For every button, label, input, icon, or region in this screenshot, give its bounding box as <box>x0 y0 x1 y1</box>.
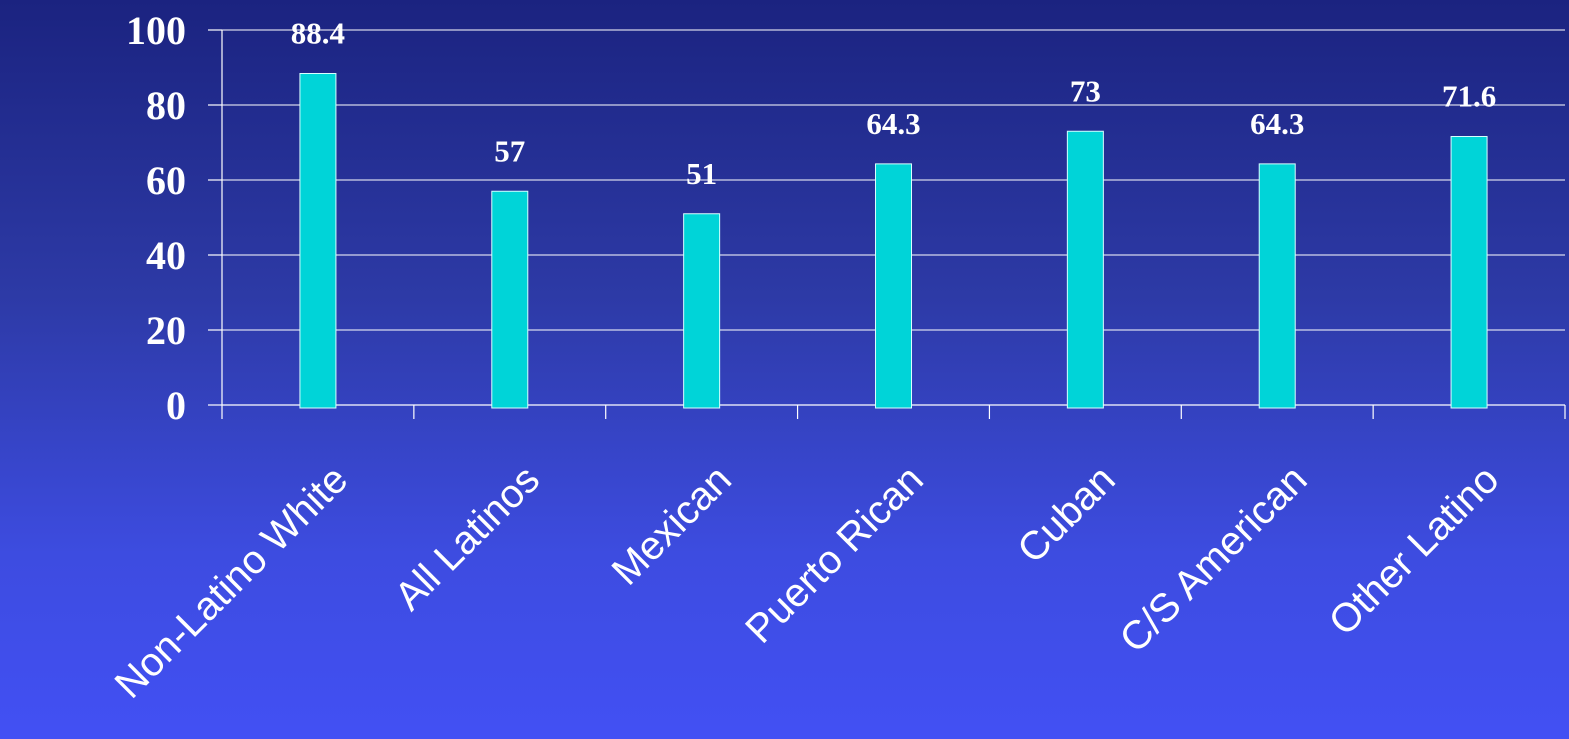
x-tick-label: Cuban <box>1009 457 1123 571</box>
y-tick-label: 0 <box>166 383 186 428</box>
bars <box>299 73 1488 409</box>
x-tick-labels: Non-Latino White All Latinos MexicanPuerto… <box>107 457 1508 707</box>
data-label: 51 <box>686 156 717 191</box>
data-label: 71.6 <box>1442 79 1496 114</box>
data-label: 57 <box>494 133 525 168</box>
data-label: 64.3 <box>866 106 920 141</box>
x-tick-label: C/S American <box>1112 457 1316 661</box>
data-labels: 88.4 57 51 64.3 73 64.3 71.6 <box>291 16 1496 191</box>
data-label: 88.4 <box>291 16 345 51</box>
x-tick-label: Puerto Rican <box>737 457 932 652</box>
x-tick-label: Other Latino <box>1321 457 1508 644</box>
y-tick-label: 60 <box>146 158 186 203</box>
bar <box>875 163 912 409</box>
bar <box>683 213 721 409</box>
y-tick-label: 100 <box>126 8 186 53</box>
y-tick-label: 80 <box>146 83 186 128</box>
bar <box>1450 136 1488 409</box>
y-tick-label: 40 <box>146 233 186 278</box>
bar <box>1258 163 1296 409</box>
x-tick-label: Non-Latino White <box>107 457 357 707</box>
y-tick-labels: 0 20 40 60 80 100 <box>126 8 186 428</box>
data-label: 73 <box>1070 73 1101 108</box>
x-tick-label: Mexican <box>604 457 740 593</box>
data-label: 64.3 <box>1250 106 1304 141</box>
bar <box>1066 130 1104 409</box>
bar <box>491 190 529 409</box>
x-tick-label: All Latinos <box>387 457 549 619</box>
bar <box>299 73 337 409</box>
y-tick-label: 20 <box>146 308 186 353</box>
